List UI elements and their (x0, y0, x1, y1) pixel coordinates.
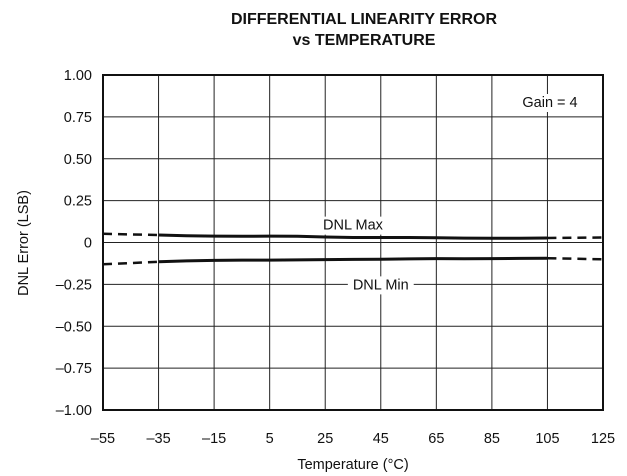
y-tick-label: 0.25 (64, 194, 92, 210)
dnl-max-line (158, 233, 548, 240)
y-tick-label: 1.00 (64, 68, 92, 84)
dnl-min-extrapolated-low (102, 260, 159, 266)
x-tick-label: –15 (202, 431, 226, 447)
y-tick-label: 0.50 (64, 152, 92, 168)
x-tick-label: –55 (91, 431, 115, 447)
x-tick-labels: –55 –35 –15 5 25 45 65 85 105 125 (91, 431, 615, 447)
y-tick-label: –0.25 (56, 277, 92, 293)
dnl-min-line (158, 256, 548, 264)
dnl-max-label-bg (319, 216, 388, 235)
x-tick-label: 5 (266, 431, 274, 447)
x-tick-label: –35 (146, 431, 170, 447)
y-tick-label: –0.75 (56, 361, 92, 377)
dnl-max-extrapolated-low (102, 232, 159, 237)
x-tick-label: 25 (317, 431, 333, 447)
x-tick-label: 105 (535, 431, 559, 447)
chart-title-line1: DIFFERENTIAL LINEARITY ERROR (231, 11, 498, 28)
dnl-max-extrapolated-high (547, 236, 604, 240)
y-tick-label: 0.75 (64, 110, 92, 126)
y-axis-label: DNL Error (LSB) (16, 190, 32, 296)
x-tick-label: 45 (373, 431, 389, 447)
dnl-min-label: DNL Min (353, 277, 409, 293)
x-tick-label: 65 (428, 431, 444, 447)
x-tick-label: 125 (591, 431, 615, 447)
gain-label: Gain = 4 (522, 95, 577, 111)
y-tick-labels: 1.00 0.75 0.50 0.25 0 –0.25 –0.50 –0.75 –1.00 (56, 68, 92, 419)
y-tick-label: –1.00 (56, 403, 92, 419)
plot-frame (102, 74, 604, 411)
x-tick-label: 85 (484, 431, 500, 447)
y-tick-label: 0 (84, 236, 92, 252)
y-tick-label: –0.50 (56, 319, 92, 335)
series-lines (102, 232, 604, 266)
chart-title-line2: vs TEMPERATURE (293, 32, 436, 49)
gain-label-bg (517, 94, 583, 112)
grid (103, 75, 603, 410)
dnl-min-extrapolated-high (547, 256, 604, 261)
dnl-max-label: DNL Max (323, 218, 384, 234)
dnl-min-label-bg (347, 276, 414, 295)
x-axis-label: Temperature (°C) (297, 457, 408, 473)
